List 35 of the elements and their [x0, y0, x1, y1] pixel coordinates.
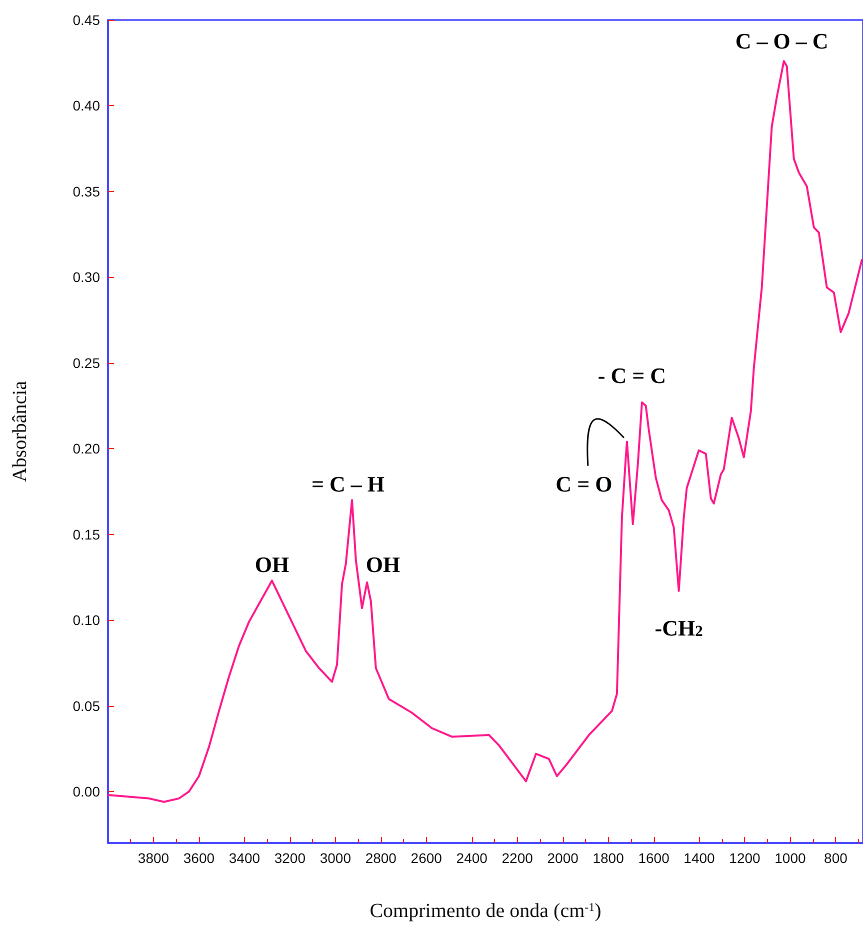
- annotation: OH: [254, 552, 290, 578]
- annotation: = C – H: [311, 472, 385, 497]
- y-tick-label: 0.10: [72, 612, 100, 628]
- x-tick-label: 3200: [274, 850, 306, 866]
- y-axis-title: Absorbância: [9, 380, 31, 482]
- y-tick-label: 0.35: [72, 183, 100, 200]
- x-tick-label: 3400: [228, 850, 260, 866]
- x-tick-label: 1600: [638, 850, 670, 866]
- y-tick-label: 0.40: [72, 98, 100, 114]
- x-tick-label: 3000: [320, 850, 352, 866]
- x-tick-label: 800: [824, 850, 848, 866]
- x-tick-label: 1000: [774, 850, 806, 866]
- annotation: C – O – C: [735, 28, 828, 54]
- line-series: [107, 60, 863, 803]
- x-tick-label: 1200: [729, 850, 761, 866]
- x-tick-label: 2600: [410, 850, 442, 866]
- annotation: -CH2: [654, 615, 704, 640]
- y-tick-label: 0.20: [72, 440, 100, 457]
- x-tick-label: 2800: [365, 850, 397, 866]
- x-tick-label: 3800: [138, 850, 170, 866]
- y-tick-label: 0.30: [72, 269, 100, 286]
- y-tick-label: 0.00: [72, 784, 100, 800]
- x-tick-label: 2200: [502, 850, 534, 866]
- x-tick-label: 3600: [183, 850, 215, 866]
- annotation: OH: [366, 552, 400, 577]
- annotation: - C = C: [598, 362, 666, 388]
- x-tick-label: 1400: [684, 850, 716, 866]
- y-tick-label: 0.25: [72, 354, 100, 371]
- x-tick-label: 2000: [547, 850, 579, 866]
- y-tick-label: 0.15: [72, 526, 100, 542]
- x-tick-label: 1800: [592, 850, 624, 866]
- x-tick-label: 2400: [456, 850, 488, 866]
- annotation: C = O: [556, 471, 612, 496]
- y-tick-label: 0.45: [72, 12, 100, 28]
- y-tick-label: 0.05: [72, 698, 100, 714]
